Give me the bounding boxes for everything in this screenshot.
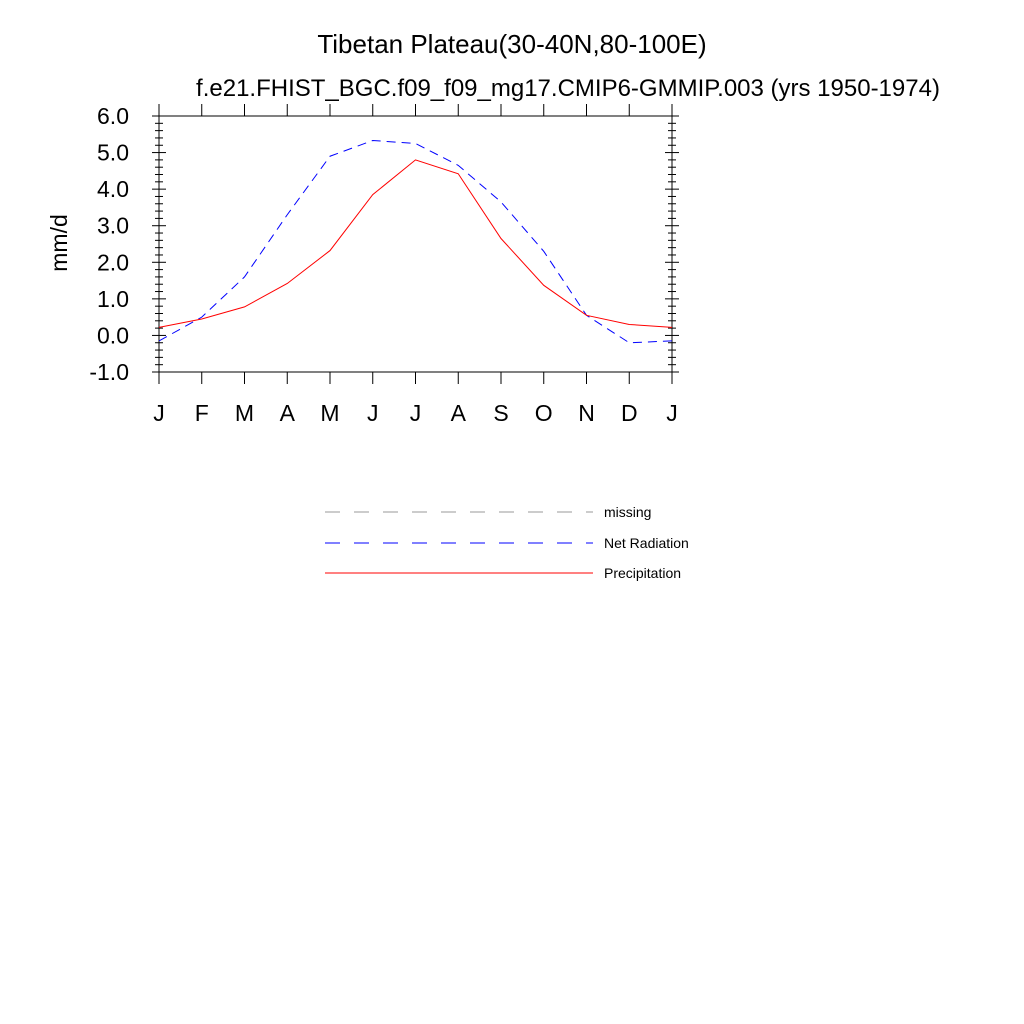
- series-line-precipitation: [158, 159, 673, 328]
- y-tick-label: 5.0: [97, 140, 129, 166]
- x-tick-label: A: [280, 400, 296, 426]
- chart-subtitle: f.e21.FHIST_BGC.f09_f09_mg17.CMIP6-GMMIP…: [196, 75, 940, 102]
- x-tick-label: J: [153, 400, 165, 426]
- y-tick-label: 3.0: [97, 213, 129, 239]
- legend-label: Net Radiation: [604, 535, 689, 551]
- axes-group: 6.05.04.03.02.01.00.0-1.0J F M A M J J A S O N D J: [89, 103, 679, 426]
- legend-label: Precipitation: [604, 565, 681, 581]
- y-tick-label: 1.0: [97, 286, 129, 312]
- series-layer: [158, 139, 673, 344]
- x-tick-label: F: [195, 400, 209, 426]
- chart-title: Tibetan Plateau(30-40N,80-100E): [317, 29, 706, 59]
- x-tick-label: M: [235, 400, 254, 426]
- y-axis-label: mm/d: [46, 214, 72, 272]
- x-tick-label: O: [535, 400, 553, 426]
- legend-label: missing: [604, 504, 651, 520]
- x-tick-label: J: [367, 400, 379, 426]
- x-tick-label: J: [666, 400, 678, 426]
- x-tick-label: A: [451, 400, 467, 426]
- plot-frame: [158, 115, 673, 373]
- x-tick-label: N: [578, 400, 595, 426]
- series-line-net-radiation: [158, 139, 673, 344]
- y-tick-label: -1.0: [89, 359, 129, 385]
- y-tick-label: 2.0: [97, 249, 129, 275]
- x-tick-label: S: [493, 400, 508, 426]
- x-tick-label: D: [621, 400, 638, 426]
- x-tick-label: M: [320, 400, 339, 426]
- x-tick-label: J: [410, 400, 422, 426]
- y-tick-label: 0.0: [97, 322, 129, 348]
- y-tick-label: 4.0: [97, 176, 129, 202]
- y-tick-label: 6.0: [97, 103, 129, 129]
- legend: missing Net Radiation Precipitation: [325, 504, 689, 581]
